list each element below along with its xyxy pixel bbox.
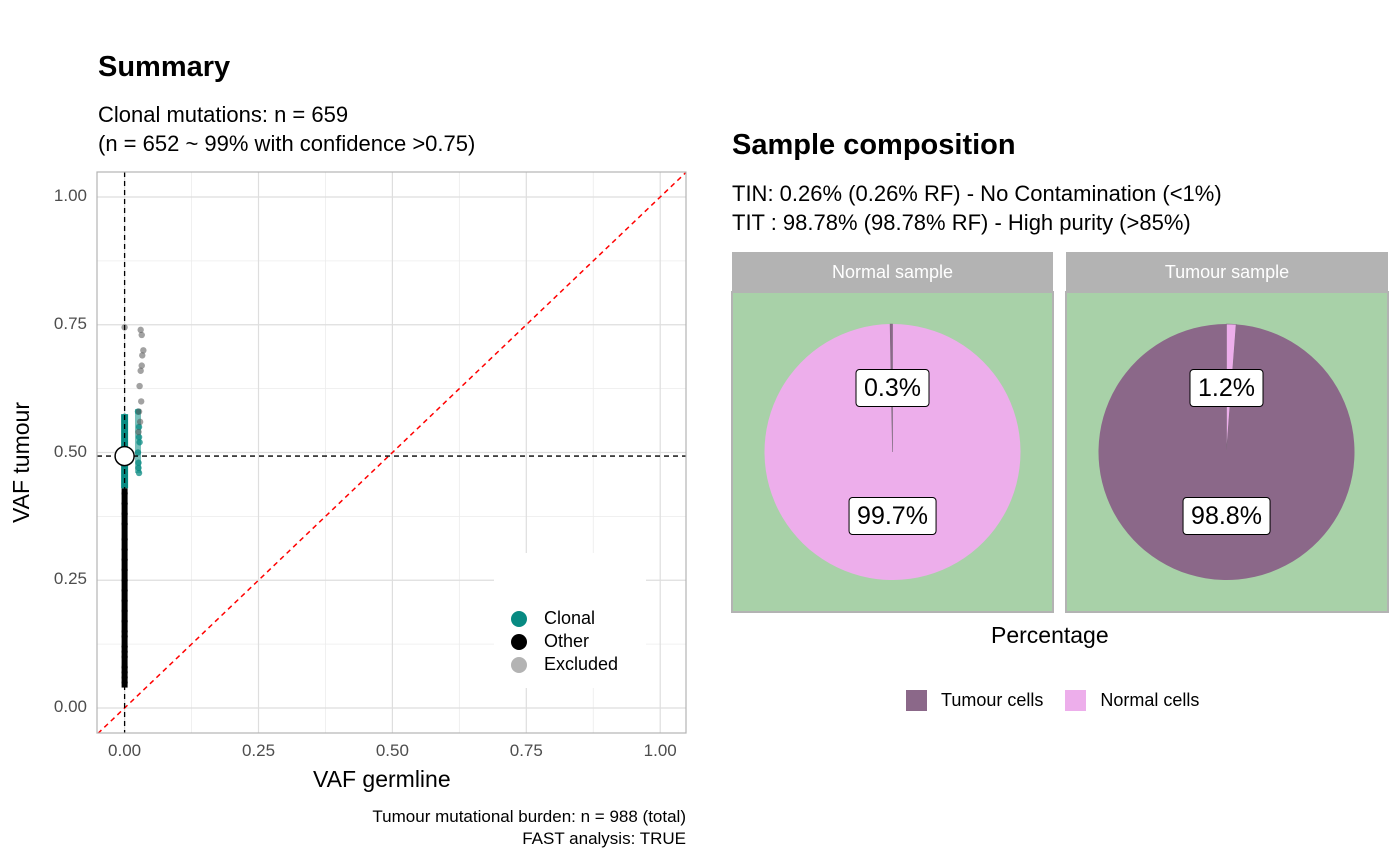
other-point	[121, 490, 128, 497]
legend-key-excluded	[511, 656, 527, 673]
legend-item-clonal: Clonal	[511, 607, 618, 630]
legend-item-other: Other	[511, 630, 618, 653]
x-tick-label: 0.75	[509, 741, 543, 760]
caption-tmb: Tumour mutational burden: n = 988 (total…	[372, 807, 686, 826]
y-tick-label: 0.75	[53, 313, 87, 333]
legend-label-other: Other	[544, 631, 590, 651]
clonal-point	[121, 418, 128, 426]
pie-legend: Tumour cells Normal cells	[906, 690, 1199, 711]
scatter-subtitle-line1: Clonal mutations: n = 659	[98, 102, 349, 127]
y-tick-label: 0.50	[53, 441, 87, 461]
other-point	[121, 500, 128, 507]
clonal-point	[135, 464, 142, 472]
excluded-point	[140, 347, 147, 354]
facet-strip-normal: Normal sample	[732, 252, 1053, 292]
legend-item-excluded: Excluded	[511, 653, 618, 676]
excluded-point	[135, 428, 142, 436]
other-point	[121, 536, 128, 543]
legend-key-normal-cells	[1065, 690, 1087, 711]
excluded-point	[135, 408, 143, 415]
clonal-point	[135, 469, 143, 477]
other-point	[121, 653, 128, 661]
pie-label-normal-cells: 99.7%	[848, 497, 937, 535]
excluded-point	[137, 367, 144, 374]
scatter-title: Summary	[98, 51, 231, 83]
pie-label-normal-cells: 1.2%	[1189, 369, 1264, 407]
scatter-marks	[97, 172, 686, 733]
other-point	[121, 643, 128, 650]
excluded-point	[139, 352, 146, 359]
x-tick-label: 0.00	[108, 741, 142, 760]
clonal-point	[135, 423, 143, 431]
excluded-point	[136, 382, 143, 390]
x-tick-label: 0.25	[241, 741, 276, 760]
scatter-legend: Clonal Other Excluded	[494, 553, 646, 688]
legend-label-normal-cells: Normal cells	[1100, 690, 1200, 710]
other-point	[121, 510, 128, 518]
y-tick-label: 0.00	[53, 697, 87, 716]
estimate-point	[114, 445, 135, 467]
excluded-point	[138, 362, 145, 369]
other-point	[121, 607, 128, 615]
x-tick-label: 1.00	[643, 741, 677, 760]
clonal-point	[136, 439, 143, 446]
composition-title: Sample composition	[732, 129, 1016, 161]
other-point	[121, 679, 128, 686]
legend-key-clonal	[511, 610, 527, 627]
composition-subtitle-line1: TIN: 0.26% (0.26% RF) - No Contamination…	[732, 181, 1222, 206]
pie-x-axis-title: Percentage	[991, 622, 1109, 648]
scatter-x-axis-title: VAF germline	[313, 766, 451, 792]
facet-label-normal: Normal sample	[831, 261, 954, 282]
other-point	[121, 617, 128, 625]
legend-label-clonal: Clonal	[544, 608, 596, 628]
composition-subtitle-line2: TIT : 98.78% (98.78% RF) - High purity (…	[732, 210, 1191, 235]
clonal-point	[135, 433, 143, 441]
pie-label-tumour-cells: 0.3%	[855, 369, 930, 407]
pie-label-tumour-cells: 98.8%	[1182, 497, 1271, 535]
excluded-point	[138, 331, 145, 339]
other-point	[121, 669, 128, 676]
caption-fast: FAST analysis: TRUE	[522, 829, 686, 848]
clonal-point	[121, 428, 128, 436]
clonal-point	[121, 479, 128, 487]
scatter-subtitle-line2: (n = 652 ~ 99% with confidence >0.75)	[98, 131, 476, 156]
excluded-point	[137, 326, 144, 334]
pie-slice-tumour-cells	[1098, 324, 1355, 580]
excluded-point	[136, 418, 144, 426]
other-point	[121, 633, 128, 640]
identity-line	[97, 172, 686, 733]
facet-label-tumour: Tumour sample	[1164, 261, 1290, 282]
legend-label-excluded: Excluded	[544, 654, 619, 674]
facet-strip-tumour: Tumour sample	[1066, 252, 1388, 292]
other-point	[121, 546, 128, 553]
clonal-point	[135, 459, 142, 466]
other-point	[121, 597, 128, 604]
scatter-panel-border	[96, 171, 687, 734]
legend-key-tumour-cells	[906, 690, 927, 711]
clonal-point	[134, 449, 142, 456]
legend-label-tumour-cells: Tumour cells	[941, 690, 1044, 710]
excluded-point	[138, 398, 145, 405]
y-tick-label: 0.25	[53, 569, 87, 589]
x-tick-label: 0.50	[375, 741, 409, 760]
legend-key-other	[511, 633, 527, 650]
y-tick-label: 1.00	[53, 186, 87, 205]
